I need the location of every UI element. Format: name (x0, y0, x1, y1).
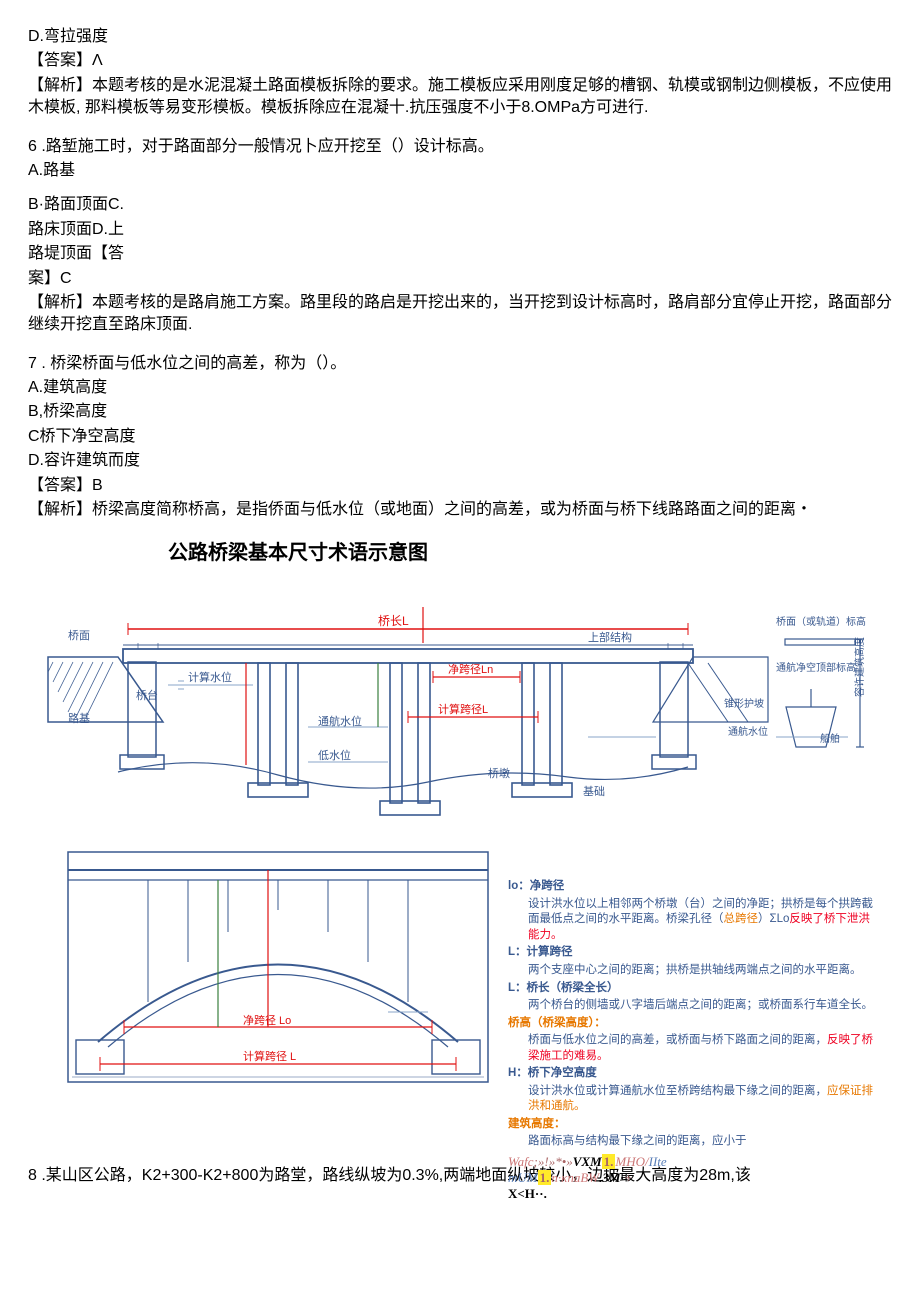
q7-optB: B,桥梁高度 (28, 401, 892, 423)
garbled-text: Wafc;»!»*•»VXM1.MHO/IIte mUM1.n·κnaBW.3M… (508, 1154, 878, 1203)
lbl-thsw: 通航水位 (318, 714, 362, 728)
q7-optD: D.容许建筑而度 (28, 450, 892, 472)
lbl-rxjz: 容许建筑高度 (853, 637, 866, 697)
lbl-chuanbo: 船舶 (820, 732, 840, 745)
q5-option-d: D.弯拉强度 (28, 26, 892, 48)
q6-line2: 路床顶面D.上 (28, 219, 892, 241)
q6-line1: B·路面顶面C. (28, 194, 892, 216)
q6-line4: 案】C (28, 268, 892, 290)
lbl-jskj: 计算跨径L (438, 702, 488, 716)
q6-line3: 路堤顶面【答 (28, 243, 892, 265)
lbl-qiaochang: 桥长L (378, 614, 409, 628)
q7-stem: 7 . 桥梁桥面与低水位之间的高差，称为（）。 (28, 353, 892, 375)
diagram-legend: lo：净跨径 设计洪水位以上相邻两个桥墩（台）之间的净距；拱桥是每个拱跨截面最低… (508, 877, 878, 1202)
lbl-zxhp: 锥形护坡 (724, 697, 764, 710)
q7-optA: A.建筑高度 (28, 377, 892, 399)
lbl-jichu: 基础 (583, 785, 605, 798)
lbl-qiaomian: 桥面 (68, 629, 90, 642)
lbl-dsw: 低水位 (318, 748, 351, 762)
q6-jiexi: 【解析】本题考核的是路肩施工方案。路里段的路启是开挖出来的，当开挖到设计标高时，… (28, 292, 892, 337)
q7-optC: C桥下净空高度 (28, 426, 892, 448)
lbl-thsw2: 通航水位 (728, 725, 768, 738)
lbl-luji: 路基 (68, 712, 90, 725)
lbl-jkj: 净跨径Ln (448, 662, 493, 676)
lbl-arch-jkj: 净跨径 Lo (243, 1013, 291, 1027)
q7-answer: 【答案】B (28, 475, 892, 497)
lbl-arch-jskj: 计算跨径 L (243, 1049, 296, 1063)
lbl-qiaotai: 桥台 (136, 688, 158, 702)
q7-jiexi: 【解析】桥梁高度简称桥高，是指侨面与低水位（或地面）之间的高差，或为桥面与桥下线… (28, 499, 892, 521)
diagram-title: 公路桥梁基本尺寸术语示意图 (168, 539, 892, 567)
q6-stem: 6 .路堑施工时，对于路面部分一般情况卜应开挖至（）设计标高。 (28, 136, 892, 158)
lbl-sbjg: 上部结构 (588, 630, 632, 644)
lbl-jssw: 计算水位 (188, 670, 232, 684)
q6-optA: A.路基 (28, 160, 892, 182)
lbl-qiaodun: 桥墩 (488, 766, 510, 780)
lbl-qmhl: 桥面（或轨道）标高 (776, 615, 866, 628)
q5-jiexi: 【解析】本题考核的是水泥混凝土路面模板拆除的要求。施工模板应采用刚度足够的槽钢、… (28, 75, 892, 120)
bridge-diagram: 桥面 桥台 路基 桥长L 计算水位 通航水位 低水位 净跨径Ln 计算跨径L 桥… (28, 577, 888, 1144)
q5-answer: 【答案】Λ (28, 50, 892, 72)
lbl-thjk1: 通航净空顶部标高 (776, 661, 856, 674)
